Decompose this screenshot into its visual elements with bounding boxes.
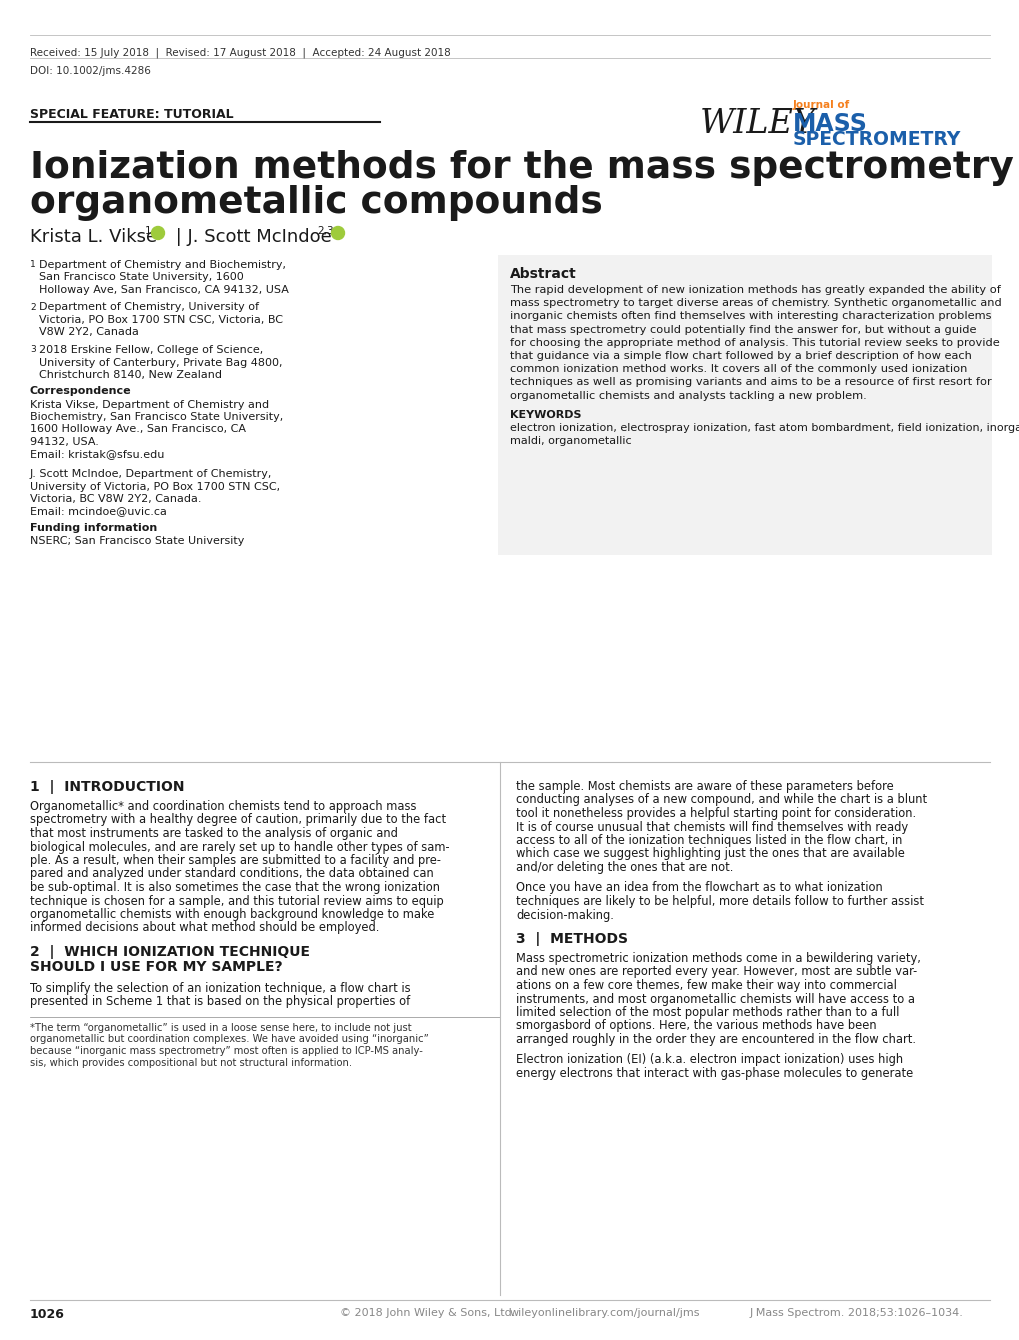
Text: pared and analyzed under standard conditions, the data obtained can: pared and analyzed under standard condit… [30,867,433,880]
Text: SPECTROMETRY: SPECTROMETRY [792,130,961,149]
Text: technique is chosen for a sample, and this tutorial review aims to equip: technique is chosen for a sample, and th… [30,895,443,907]
Text: WILEY: WILEY [699,109,815,139]
Text: organometallic compounds: organometallic compounds [30,185,602,221]
Text: because “inorganic mass spectrometry” most often is applied to ICP-MS analy-: because “inorganic mass spectrometry” mo… [30,1047,423,1056]
Text: Email: kristak@sfsu.edu: Email: kristak@sfsu.edu [30,449,164,460]
Text: instruments, and most organometallic chemists will have access to a: instruments, and most organometallic che… [516,993,914,1005]
Text: that most instruments are tasked to the analysis of organic and: that most instruments are tasked to the … [30,827,397,840]
Text: 1: 1 [145,226,152,236]
Text: wileyonlinelibrary.com/journal/jms: wileyonlinelibrary.com/journal/jms [510,1308,700,1319]
Text: University of Victoria, PO Box 1700 STN CSC,: University of Victoria, PO Box 1700 STN … [30,481,280,492]
Text: Abstract: Abstract [510,267,576,281]
Text: © 2018 John Wiley & Sons, Ltd.: © 2018 John Wiley & Sons, Ltd. [339,1308,515,1319]
Text: Biochemistry, San Francisco State University,: Biochemistry, San Francisco State Univer… [30,411,283,422]
Text: 1026: 1026 [30,1308,65,1321]
Text: SHOULD I USE FOR MY SAMPLE?: SHOULD I USE FOR MY SAMPLE? [30,959,282,974]
Text: Department of Chemistry and Biochemistry,: Department of Chemistry and Biochemistry… [39,260,285,269]
Text: decision-making.: decision-making. [516,909,613,922]
Text: techniques as well as promising variants and aims to be a resource of first reso: techniques as well as promising variants… [510,378,990,387]
Text: energy electrons that interact with gas-phase molecules to generate: energy electrons that interact with gas-… [516,1067,912,1080]
Text: biological molecules, and are rarely set up to handle other types of sam-: biological molecules, and are rarely set… [30,840,449,854]
Text: conducting analyses of a new compound, and while the chart is a blunt: conducting analyses of a new compound, a… [516,793,926,807]
Text: ations on a few core themes, few make their way into commercial: ations on a few core themes, few make th… [516,980,896,992]
Text: Organometallic* and coordination chemists tend to approach mass: Organometallic* and coordination chemist… [30,800,416,813]
Text: V8W 2Y2, Canada: V8W 2Y2, Canada [39,327,139,338]
Text: Journal of: Journal of [792,100,850,110]
Text: J Mass Spectrom. 2018;53:1026–1034.: J Mass Spectrom. 2018;53:1026–1034. [749,1308,963,1319]
Text: MASS: MASS [792,113,867,135]
Text: 3: 3 [30,344,36,354]
Text: smorgasbord of options. Here, the various methods have been: smorgasbord of options. Here, the variou… [516,1020,875,1033]
Text: 1600 Holloway Ave., San Francisco, CA: 1600 Holloway Ave., San Francisco, CA [30,425,246,434]
Text: and new ones are reported every year. However, most are subtle var-: and new ones are reported every year. Ho… [516,966,916,978]
Text: arranged roughly in the order they are encountered in the flow chart.: arranged roughly in the order they are e… [516,1033,915,1047]
Text: common ionization method works. It covers all of the commonly used ionization: common ionization method works. It cover… [510,364,966,374]
Circle shape [331,226,344,240]
Text: for choosing the appropriate method of analysis. This tutorial review seeks to p: for choosing the appropriate method of a… [510,338,999,348]
Text: SPECIAL FEATURE: TUTORIAL: SPECIAL FEATURE: TUTORIAL [30,109,233,121]
Text: organometallic chemists and analysts tackling a new problem.: organometallic chemists and analysts tac… [510,390,866,401]
Text: which case we suggest highlighting just the ones that are available: which case we suggest highlighting just … [516,847,904,860]
Text: presented in Scheme 1 that is based on the physical properties of: presented in Scheme 1 that is based on t… [30,996,410,1009]
Text: 2: 2 [30,303,36,311]
Text: that mass spectrometry could potentially find the answer for, but without a guid: that mass spectrometry could potentially… [510,324,975,335]
Text: The rapid development of new ionization methods has greatly expanded the ability: The rapid development of new ionization … [510,285,1000,295]
Text: spectrometry with a healthy degree of caution, primarily due to the fact: spectrometry with a healthy degree of ca… [30,813,445,827]
Text: DOI: 10.1002/jms.4286: DOI: 10.1002/jms.4286 [30,66,151,76]
Text: 1  |  INTRODUCTION: 1 | INTRODUCTION [30,780,184,795]
Text: 2018 Erskine Fellow, College of Science,: 2018 Erskine Fellow, College of Science, [39,344,263,355]
Text: Once you have an idea from the flowchart as to what ionization: Once you have an idea from the flowchart… [516,882,881,895]
Text: Mass spectrometric ionization methods come in a bewildering variety,: Mass spectrometric ionization methods co… [516,951,920,965]
Text: Holloway Ave, San Francisco, CA 94132, USA: Holloway Ave, San Francisco, CA 94132, U… [39,285,288,295]
Text: To simplify the selection of an ionization technique, a flow chart is: To simplify the selection of an ionizati… [30,982,411,996]
Text: Krista Vikse, Department of Chemistry and: Krista Vikse, Department of Chemistry an… [30,399,269,410]
Text: informed decisions about what method should be employed.: informed decisions about what method sho… [30,922,379,934]
Text: that guidance via a simple flow chart followed by a brief description of how eac: that guidance via a simple flow chart fo… [510,351,971,360]
Text: Received: 15 July 2018  |  Revised: 17 August 2018  |  Accepted: 24 August 2018: Received: 15 July 2018 | Revised: 17 Aug… [30,48,450,59]
Text: iD: iD [153,229,161,239]
Text: sis, which provides compositional but not structural information.: sis, which provides compositional but no… [30,1057,352,1068]
Text: Correspondence: Correspondence [30,386,131,397]
Text: Department of Chemistry, University of: Department of Chemistry, University of [39,303,259,312]
Text: maldi, organometallic: maldi, organometallic [510,436,631,446]
Text: limited selection of the most popular methods rather than to a full: limited selection of the most popular me… [516,1006,899,1018]
Text: Funding information: Funding information [30,523,157,533]
Text: tool it nonetheless provides a helpful starting point for consideration.: tool it nonetheless provides a helpful s… [516,807,915,820]
Text: KEYWORDS: KEYWORDS [510,410,581,419]
Text: ple. As a result, when their samples are submitted to a facility and pre-: ple. As a result, when their samples are… [30,854,440,867]
Text: techniques are likely to be helpful, more details follow to further assist: techniques are likely to be helpful, mor… [516,895,923,909]
Text: J. Scott McIndoe, Department of Chemistry,: J. Scott McIndoe, Department of Chemistr… [30,469,272,478]
Text: be sub-optimal. It is also sometimes the case that the wrong ionization: be sub-optimal. It is also sometimes the… [30,880,439,894]
Text: Ionization methods for the mass spectrometry of: Ionization methods for the mass spectrom… [30,150,1019,186]
Text: University of Canterbury, Private Bag 4800,: University of Canterbury, Private Bag 48… [39,358,282,367]
Text: 3  |  METHODS: 3 | METHODS [516,933,628,946]
Text: Victoria, PO Box 1700 STN CSC, Victoria, BC: Victoria, PO Box 1700 STN CSC, Victoria,… [39,315,282,326]
Text: Victoria, BC V8W 2Y2, Canada.: Victoria, BC V8W 2Y2, Canada. [30,494,202,504]
Circle shape [152,226,164,240]
Text: organometallic chemists with enough background knowledge to make: organometallic chemists with enough back… [30,909,434,921]
Text: mass spectrometry to target diverse areas of chemistry. Synthetic organometallic: mass spectrometry to target diverse area… [510,299,1001,308]
Text: the sample. Most chemists are aware of these parameters before: the sample. Most chemists are aware of t… [516,780,893,793]
Text: electron ionization, electrospray ionization, fast atom bombardment, field ioniz: electron ionization, electrospray ioniza… [510,423,1019,433]
Text: NSERC; San Francisco State University: NSERC; San Francisco State University [30,536,245,545]
Text: It is of course unusual that chemists will find themselves with ready: It is of course unusual that chemists wi… [516,820,907,833]
Text: and/or deleting the ones that are not.: and/or deleting the ones that are not. [516,862,733,874]
Text: Christchurch 8140, New Zealand: Christchurch 8140, New Zealand [39,370,222,381]
Text: 94132, USA.: 94132, USA. [30,437,99,448]
Text: inorganic chemists often find themselves with interesting characterization probl: inorganic chemists often find themselves… [510,311,990,322]
Text: 2  |  WHICH IONIZATION TECHNIQUE: 2 | WHICH IONIZATION TECHNIQUE [30,945,310,959]
Text: access to all of the ionization techniques listed in the flow chart, in: access to all of the ionization techniqu… [516,833,902,847]
Text: *The term “organometallic” is used in a loose sense here, to include not just: *The term “organometallic” is used in a … [30,1022,412,1033]
FancyBboxPatch shape [497,255,991,555]
Text: Email: mcindoe@uvic.ca: Email: mcindoe@uvic.ca [30,507,167,516]
Text: 2,3: 2,3 [317,226,333,236]
Text: 1: 1 [30,260,36,269]
Text: San Francisco State University, 1600: San Francisco State University, 1600 [39,272,244,283]
Text: Electron ionization (EI) (a.k.a. electron impact ionization) uses high: Electron ionization (EI) (a.k.a. electro… [516,1053,902,1067]
Text: | J. Scott McIndoe: | J. Scott McIndoe [170,228,331,247]
Text: Krista L. Vikse: Krista L. Vikse [30,228,157,247]
Text: iD: iD [332,229,341,239]
Text: organometallic but coordination complexes. We have avoided using “inorganic”: organometallic but coordination complexe… [30,1034,428,1044]
